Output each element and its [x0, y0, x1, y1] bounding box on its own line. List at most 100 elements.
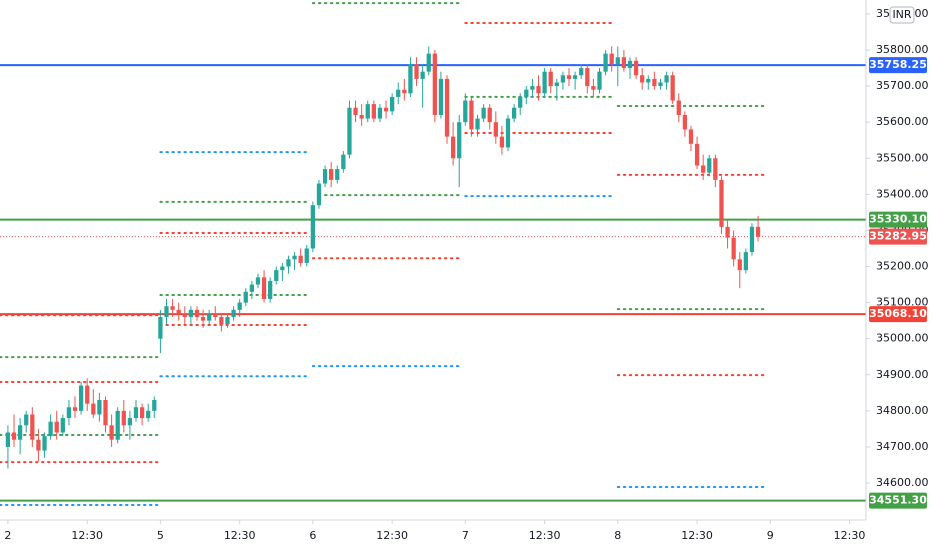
candle-body	[292, 255, 297, 260]
x-tick-label: 8	[614, 529, 621, 542]
x-tick-label: 6	[309, 529, 316, 542]
candle-body	[158, 317, 163, 339]
candle-body	[243, 291, 248, 303]
candle-body	[200, 317, 206, 321]
candle-body	[207, 313, 212, 321]
candle-body	[353, 107, 358, 115]
candle-body	[725, 226, 730, 238]
candle-body	[572, 75, 578, 79]
y-tick-label: 34600.00	[876, 476, 929, 489]
candle-body	[615, 57, 620, 65]
candle-body	[432, 53, 437, 115]
candle-body	[530, 86, 535, 90]
candle-body	[304, 248, 309, 263]
candle-body	[713, 158, 718, 180]
candle-body	[237, 302, 242, 310]
candle-body	[11, 432, 17, 440]
price-label-box	[869, 211, 927, 228]
candle-body	[249, 284, 255, 292]
candle-body	[475, 118, 480, 130]
candle-body	[219, 317, 224, 325]
x-tick-label: 12:30	[681, 529, 713, 542]
y-tick-label: 35200.00	[876, 260, 929, 273]
candle-body	[755, 226, 761, 237]
x-tick-label: 7	[462, 529, 469, 542]
candle-body	[225, 317, 230, 325]
price-label: 35068.10	[869, 307, 927, 320]
candle-body	[261, 277, 267, 299]
candle-body	[115, 410, 120, 440]
candle-body	[444, 78, 450, 137]
candle-body	[213, 313, 218, 318]
candle-body	[603, 53, 608, 72]
candle-body	[146, 410, 151, 419]
price-label-box	[869, 57, 927, 74]
candle-body	[414, 64, 419, 79]
candle-body	[127, 418, 133, 426]
y-tick-label: 34900.00	[876, 368, 929, 381]
candle-body	[493, 122, 498, 137]
candle-body	[371, 104, 376, 119]
candle-body	[286, 259, 291, 267]
price-label-box	[869, 228, 927, 245]
candle-body	[707, 158, 712, 173]
x-tick-label: 12:30	[529, 529, 561, 542]
candle-body	[420, 71, 425, 79]
candle-body	[329, 169, 334, 180]
candle-body	[566, 75, 572, 79]
candle-body	[109, 425, 114, 440]
candle-body	[658, 82, 663, 87]
candle-body	[72, 407, 78, 411]
candle-body	[554, 82, 559, 87]
candle-body	[42, 436, 47, 451]
x-tick-label: 12:30	[376, 529, 408, 542]
candle-body	[341, 154, 346, 170]
candle-body	[274, 270, 279, 281]
candle-body	[91, 403, 96, 415]
candle-body	[627, 60, 633, 69]
candle-body	[749, 226, 755, 253]
candle-body	[591, 86, 596, 90]
y-tick-label: 35700.00	[876, 79, 929, 92]
candle-body	[280, 266, 285, 271]
candle-body	[176, 309, 181, 314]
candle-body	[719, 179, 724, 227]
price-axis	[866, 0, 932, 550]
candle-body	[164, 306, 169, 318]
candle-body	[518, 96, 523, 108]
y-tick-label: 34700.00	[876, 440, 929, 453]
candle-body	[560, 75, 566, 83]
candle-body	[24, 414, 29, 426]
price-label: 35282.95	[869, 230, 927, 243]
price-label: 35758.25	[869, 58, 927, 71]
candle-body	[652, 78, 657, 87]
candle-body	[701, 165, 706, 173]
candle-body	[316, 183, 322, 206]
y-tick-label: 35600.00	[876, 115, 929, 128]
candle-body	[121, 410, 126, 426]
candle-body	[322, 169, 328, 184]
candle-body	[463, 100, 468, 123]
candle-body	[640, 75, 645, 83]
candle-body	[347, 107, 352, 155]
candle-body	[670, 75, 675, 101]
candle-body	[731, 237, 736, 260]
candle-body	[621, 57, 627, 69]
candle-body	[97, 400, 102, 415]
candle-body	[579, 68, 584, 76]
candle-body	[408, 64, 413, 94]
candle-body	[139, 407, 145, 419]
x-tick-label: 9	[767, 529, 774, 542]
candle-body	[524, 89, 529, 97]
candle-body	[505, 118, 511, 148]
candle-body	[646, 78, 651, 83]
candle-body	[85, 385, 90, 404]
price-label: 34551.30	[869, 494, 927, 507]
candle-body	[585, 68, 590, 87]
candle-body	[402, 89, 407, 94]
y-tick-label: 35500.00	[876, 151, 929, 164]
candle-body	[542, 71, 547, 94]
y-tick-label: 35000.00	[876, 332, 929, 345]
candle-body	[682, 114, 688, 130]
